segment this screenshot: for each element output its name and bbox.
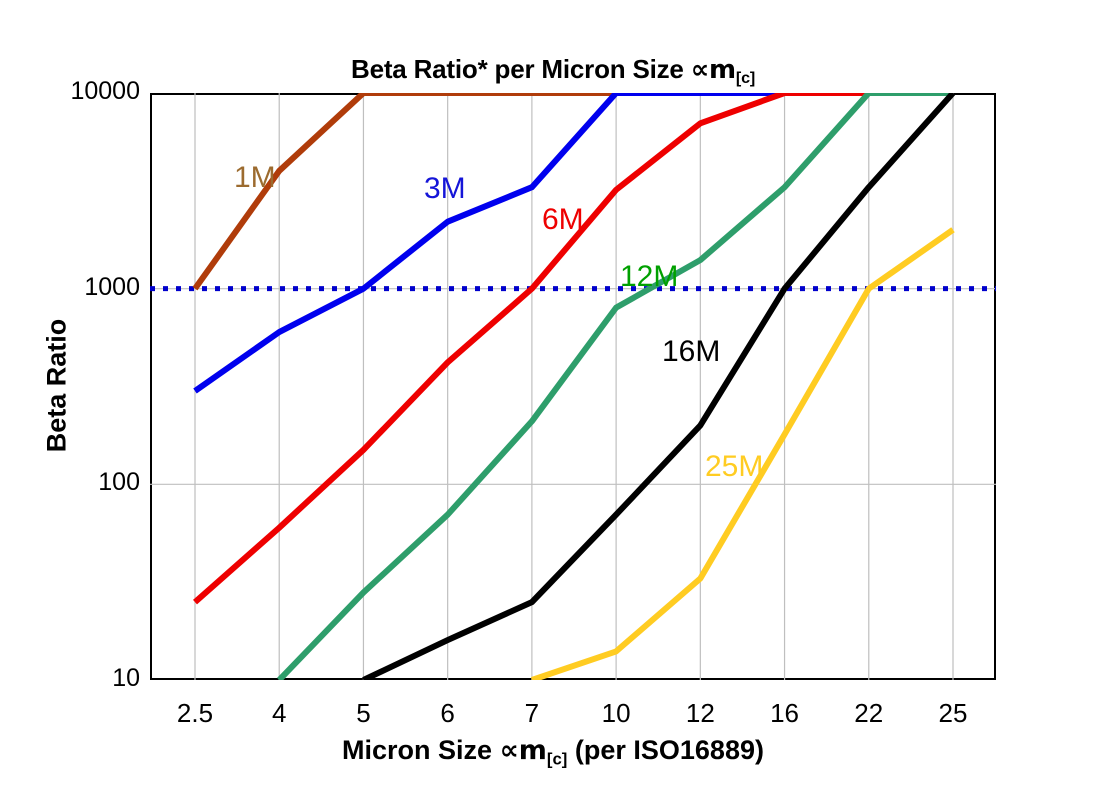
y-tick-label-10: 10 [112, 664, 140, 692]
gridlines [150, 93, 996, 680]
series-label-12M: 12M [620, 260, 679, 293]
x-tick-label-16: 16 [770, 698, 799, 728]
series-line-16M [362, 93, 956, 680]
plot-area [150, 93, 996, 680]
chart-title-text: Beta Ratio* per Micron Size [351, 54, 691, 84]
chart-title: Beta Ratio* per Micron Size ∝m[c] [0, 54, 1106, 88]
chart-title-micron-symbol: ∝m [690, 55, 736, 85]
series-label-25M: 25M [705, 450, 764, 483]
series-label-3M: 3M [424, 172, 466, 205]
y-tick-label-10000: 10000 [70, 77, 140, 105]
x-tick-label-6: 6 [440, 698, 455, 728]
x-axis-title-tail: (per ISO16889) [567, 735, 764, 765]
series-line-6M [193, 93, 953, 605]
plot-canvas [150, 93, 996, 680]
series-label-6M: 6M [542, 203, 584, 236]
x-tick-label-5: 5 [356, 698, 371, 728]
series-label-1M: 1M [234, 161, 276, 194]
y-tick-label-100: 100 [98, 468, 140, 497]
y-axis-title: Beta Ratio [41, 318, 72, 453]
y-tick-label-1000: 1000 [84, 272, 140, 301]
series-line-3M [193, 93, 953, 394]
series-line-25M [530, 227, 955, 680]
series-line-12M [277, 93, 953, 680]
x-tick-label-2.5: 2.5 [176, 698, 214, 728]
series-label-16M: 16M [662, 335, 721, 368]
chart-title-subscript: [c] [735, 69, 755, 88]
x-tick-label-12: 12 [685, 698, 715, 728]
x-axis-title: Micron Size ∝m[c] (per ISO16889) [0, 735, 1106, 769]
x-tick-label-10: 10 [601, 698, 631, 728]
x-tick-label-7: 7 [524, 698, 540, 728]
x-tick-label-4: 4 [271, 698, 287, 728]
x-tick-label-25: 25 [938, 698, 968, 728]
x-axis-title-text: Micron Size [342, 735, 500, 765]
x-axis-micron-symbol: ∝m [499, 735, 547, 766]
series-lines [192, 93, 956, 680]
x-axis-subscript: [c] [546, 749, 568, 769]
x-tick-label-22: 22 [854, 698, 884, 728]
series-line-1M [192, 93, 953, 291]
